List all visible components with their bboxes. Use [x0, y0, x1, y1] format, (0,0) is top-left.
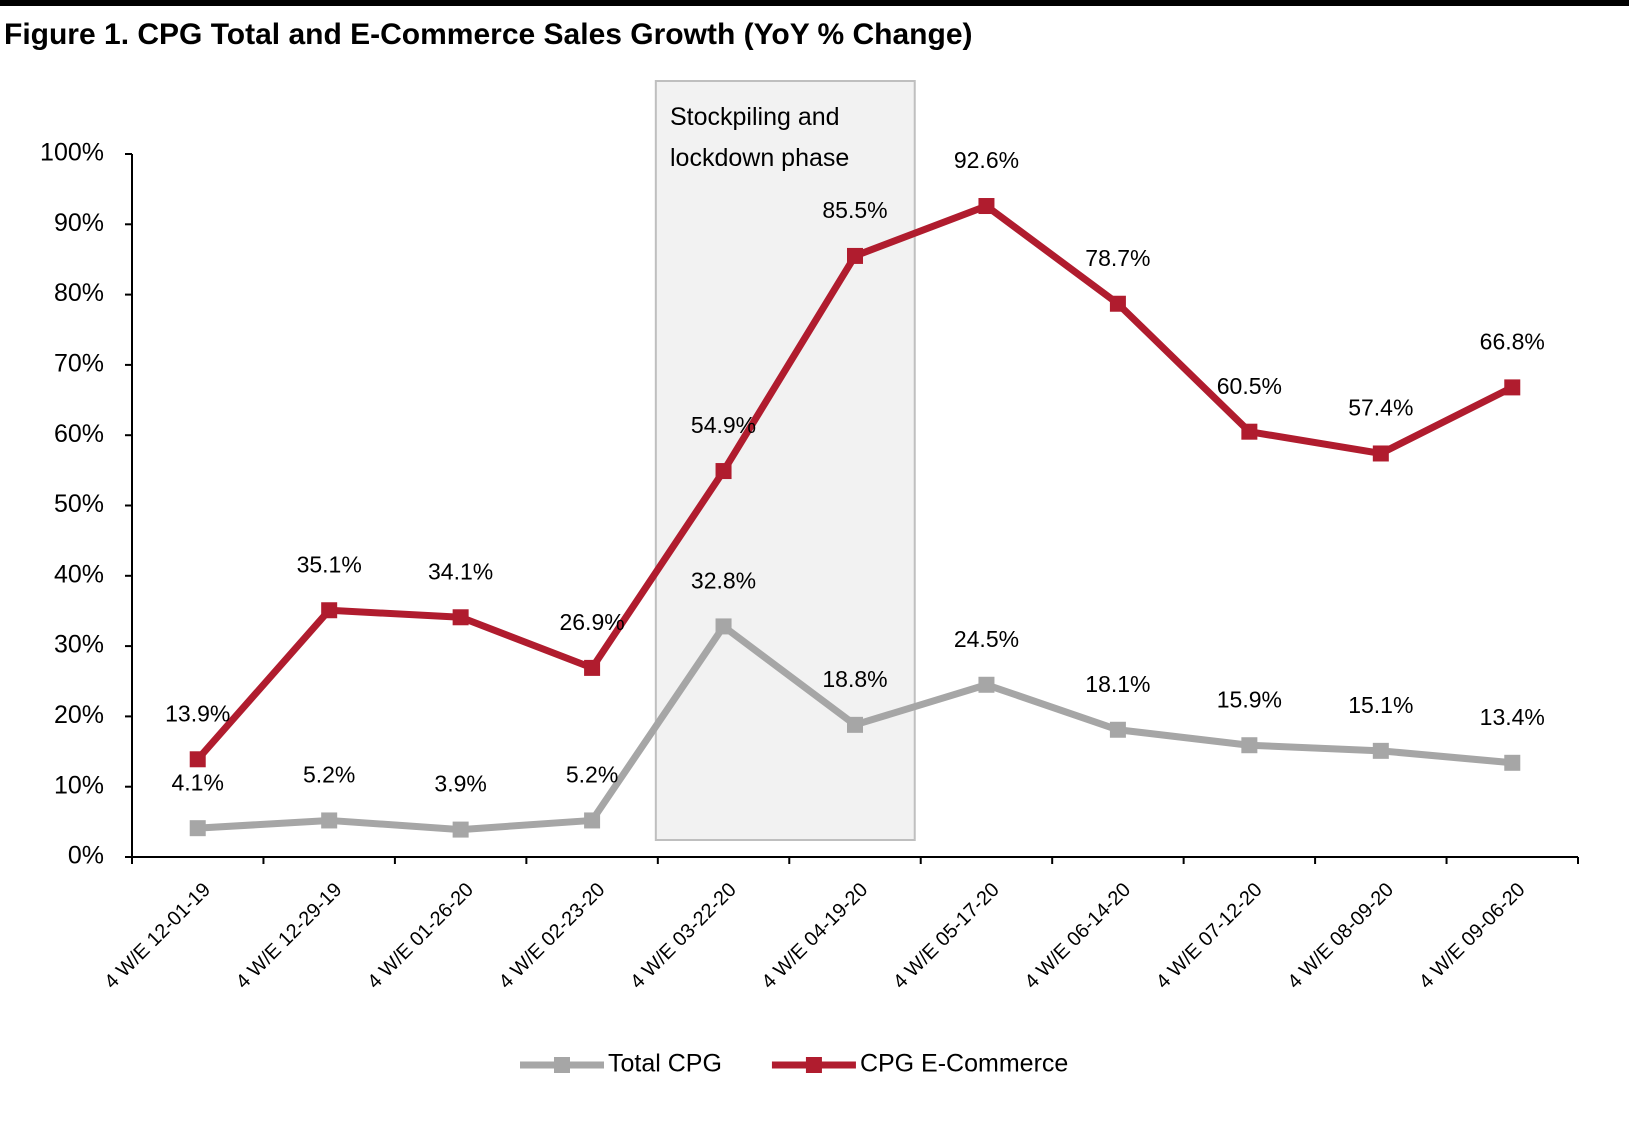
y-tick-label: 60% [54, 420, 104, 448]
y-tick-label: 40% [54, 560, 104, 588]
data-label: 85.5% [822, 197, 887, 223]
data-label: 4.1% [172, 769, 224, 795]
y-tick-label: 20% [54, 701, 104, 729]
point-marker [978, 198, 995, 215]
annotation-line: lockdown phase [670, 144, 849, 172]
legend-marker [805, 1057, 822, 1073]
x-tick-label: 4 W/E 01-26-20 [363, 879, 478, 994]
point-marker [584, 812, 601, 829]
point-marker [1241, 737, 1258, 754]
point-marker [1504, 754, 1521, 771]
point-marker [1241, 423, 1258, 440]
point-marker [847, 716, 863, 733]
chart-title: Figure 1. CPG Total and E-Commerce Sales… [4, 18, 973, 51]
data-label: 66.8% [1480, 328, 1545, 354]
point-marker [189, 751, 206, 768]
x-tick-label: 4 W/E 07-12-20 [1152, 879, 1267, 994]
point-marker [1372, 445, 1389, 462]
point-marker [1109, 721, 1126, 738]
point-marker [452, 609, 469, 626]
y-tick-label: 10% [54, 771, 104, 799]
data-label: 5.2% [303, 762, 355, 788]
data-label: 18.1% [1085, 671, 1150, 697]
point-marker [189, 820, 206, 837]
data-label: 3.9% [434, 771, 486, 797]
point-marker [321, 602, 338, 619]
data-label: 18.8% [822, 666, 887, 692]
x-tick-label: 4 W/E 05-17-20 [889, 879, 1004, 994]
top-rule [0, 0, 1629, 6]
data-label: 34.1% [428, 558, 493, 584]
data-label: 54.9% [691, 412, 756, 438]
annotation-line: Stockpiling and [670, 103, 840, 131]
legend-label: Total CPG [608, 1050, 722, 1078]
point-marker [1372, 742, 1389, 759]
data-label: 13.9% [165, 700, 230, 726]
x-tick-label: 4 W/E 09-06-20 [1415, 879, 1530, 994]
data-label: 13.4% [1480, 704, 1545, 730]
point-marker [321, 812, 338, 829]
x-tick-label: 4 W/E 02-23-20 [495, 879, 610, 994]
point-marker [1109, 295, 1126, 312]
y-tick-label: 100% [40, 139, 104, 167]
y-tick-label: 30% [54, 631, 104, 659]
y-tick-label: 90% [54, 209, 104, 237]
data-label: 57.4% [1348, 395, 1413, 421]
data-label: 35.1% [297, 551, 362, 577]
legend-label: CPG E-Commerce [860, 1050, 1068, 1078]
point-marker [452, 821, 469, 838]
legend-marker [554, 1057, 570, 1073]
point-marker [715, 618, 732, 635]
y-tick-label: 0% [68, 842, 104, 870]
y-tick-label: 50% [54, 490, 104, 518]
point-marker [584, 659, 601, 676]
x-tick-label: 4 W/E 08-09-20 [1283, 879, 1398, 994]
data-label: 92.6% [954, 147, 1019, 173]
point-marker [847, 247, 863, 264]
x-tick-label: 4 W/E 03-22-20 [626, 879, 741, 994]
data-label: 26.9% [559, 609, 624, 635]
x-tick-label: 4 W/E 12-29-19 [232, 879, 347, 994]
data-label: 32.8% [691, 567, 756, 593]
annotation: Stockpiling and lockdown phase [670, 103, 849, 172]
x-tick-label: 4 W/E 12-01-19 [100, 879, 215, 994]
x-tick-label: 4 W/E 04-19-20 [758, 879, 873, 994]
point-marker [1504, 379, 1521, 396]
data-label: 78.7% [1085, 245, 1150, 271]
y-tick-label: 70% [54, 350, 104, 378]
data-label: 24.5% [954, 626, 1019, 652]
data-label: 15.9% [1217, 686, 1282, 712]
data-label: 5.2% [566, 762, 618, 788]
point-marker [715, 463, 732, 480]
point-marker [978, 676, 995, 693]
y-tick-label: 80% [54, 279, 104, 307]
data-label: 60.5% [1217, 373, 1282, 399]
phase-band [654, 80, 916, 841]
data-label: 15.1% [1348, 692, 1413, 718]
x-tick-label: 4 W/E 06-14-20 [1021, 879, 1136, 994]
